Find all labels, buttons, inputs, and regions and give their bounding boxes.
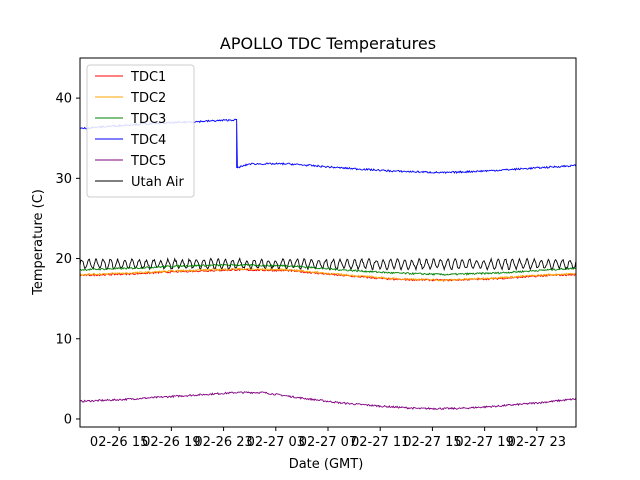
legend-entry: TDC3	[130, 112, 166, 127]
legend-box	[86, 64, 195, 198]
legend-entry: TDC4	[130, 133, 166, 148]
y-axis-label: Temperature (C)	[31, 189, 46, 296]
legend-entry: TDC5	[130, 154, 166, 169]
y-tick-label: 40	[55, 92, 72, 107]
x-tick-label: 02-26 23	[194, 435, 252, 450]
x-tick-label: 02-26 19	[142, 435, 200, 450]
x-tick-label: 02-27 19	[455, 435, 513, 450]
legend-entry: TDC1	[130, 70, 166, 85]
series-line-tdc2	[80, 267, 576, 282]
x-tick-label: 02-26 15	[90, 435, 148, 450]
legend-entry: TDC2	[130, 91, 166, 106]
y-tick-label: 10	[55, 332, 72, 347]
series-line-tdc5	[80, 391, 576, 411]
x-tick-label: 02-27 23	[508, 435, 566, 450]
x-tick-label: 02-27 15	[403, 435, 461, 450]
chart-title: APOLLO TDC Temperatures	[220, 34, 436, 53]
x-tick-label: 02-27 11	[351, 435, 409, 450]
legend: TDC1 TDC2 TDC3 TDC4 TDC5 Utah Air	[86, 64, 195, 198]
x-tick-label: 02-27 03	[247, 435, 305, 450]
legend-entry: Utah Air	[131, 175, 184, 190]
y-tick-label: 0	[64, 412, 72, 427]
x-tick-label: 02-27 07	[299, 435, 357, 450]
series-line-tdc3	[80, 263, 576, 276]
y-tick-label: 20	[55, 252, 72, 267]
x-axis-label: Date (GMT)	[289, 457, 364, 472]
series-line-utah-air	[80, 257, 576, 272]
y-tick-label: 30	[55, 172, 72, 187]
